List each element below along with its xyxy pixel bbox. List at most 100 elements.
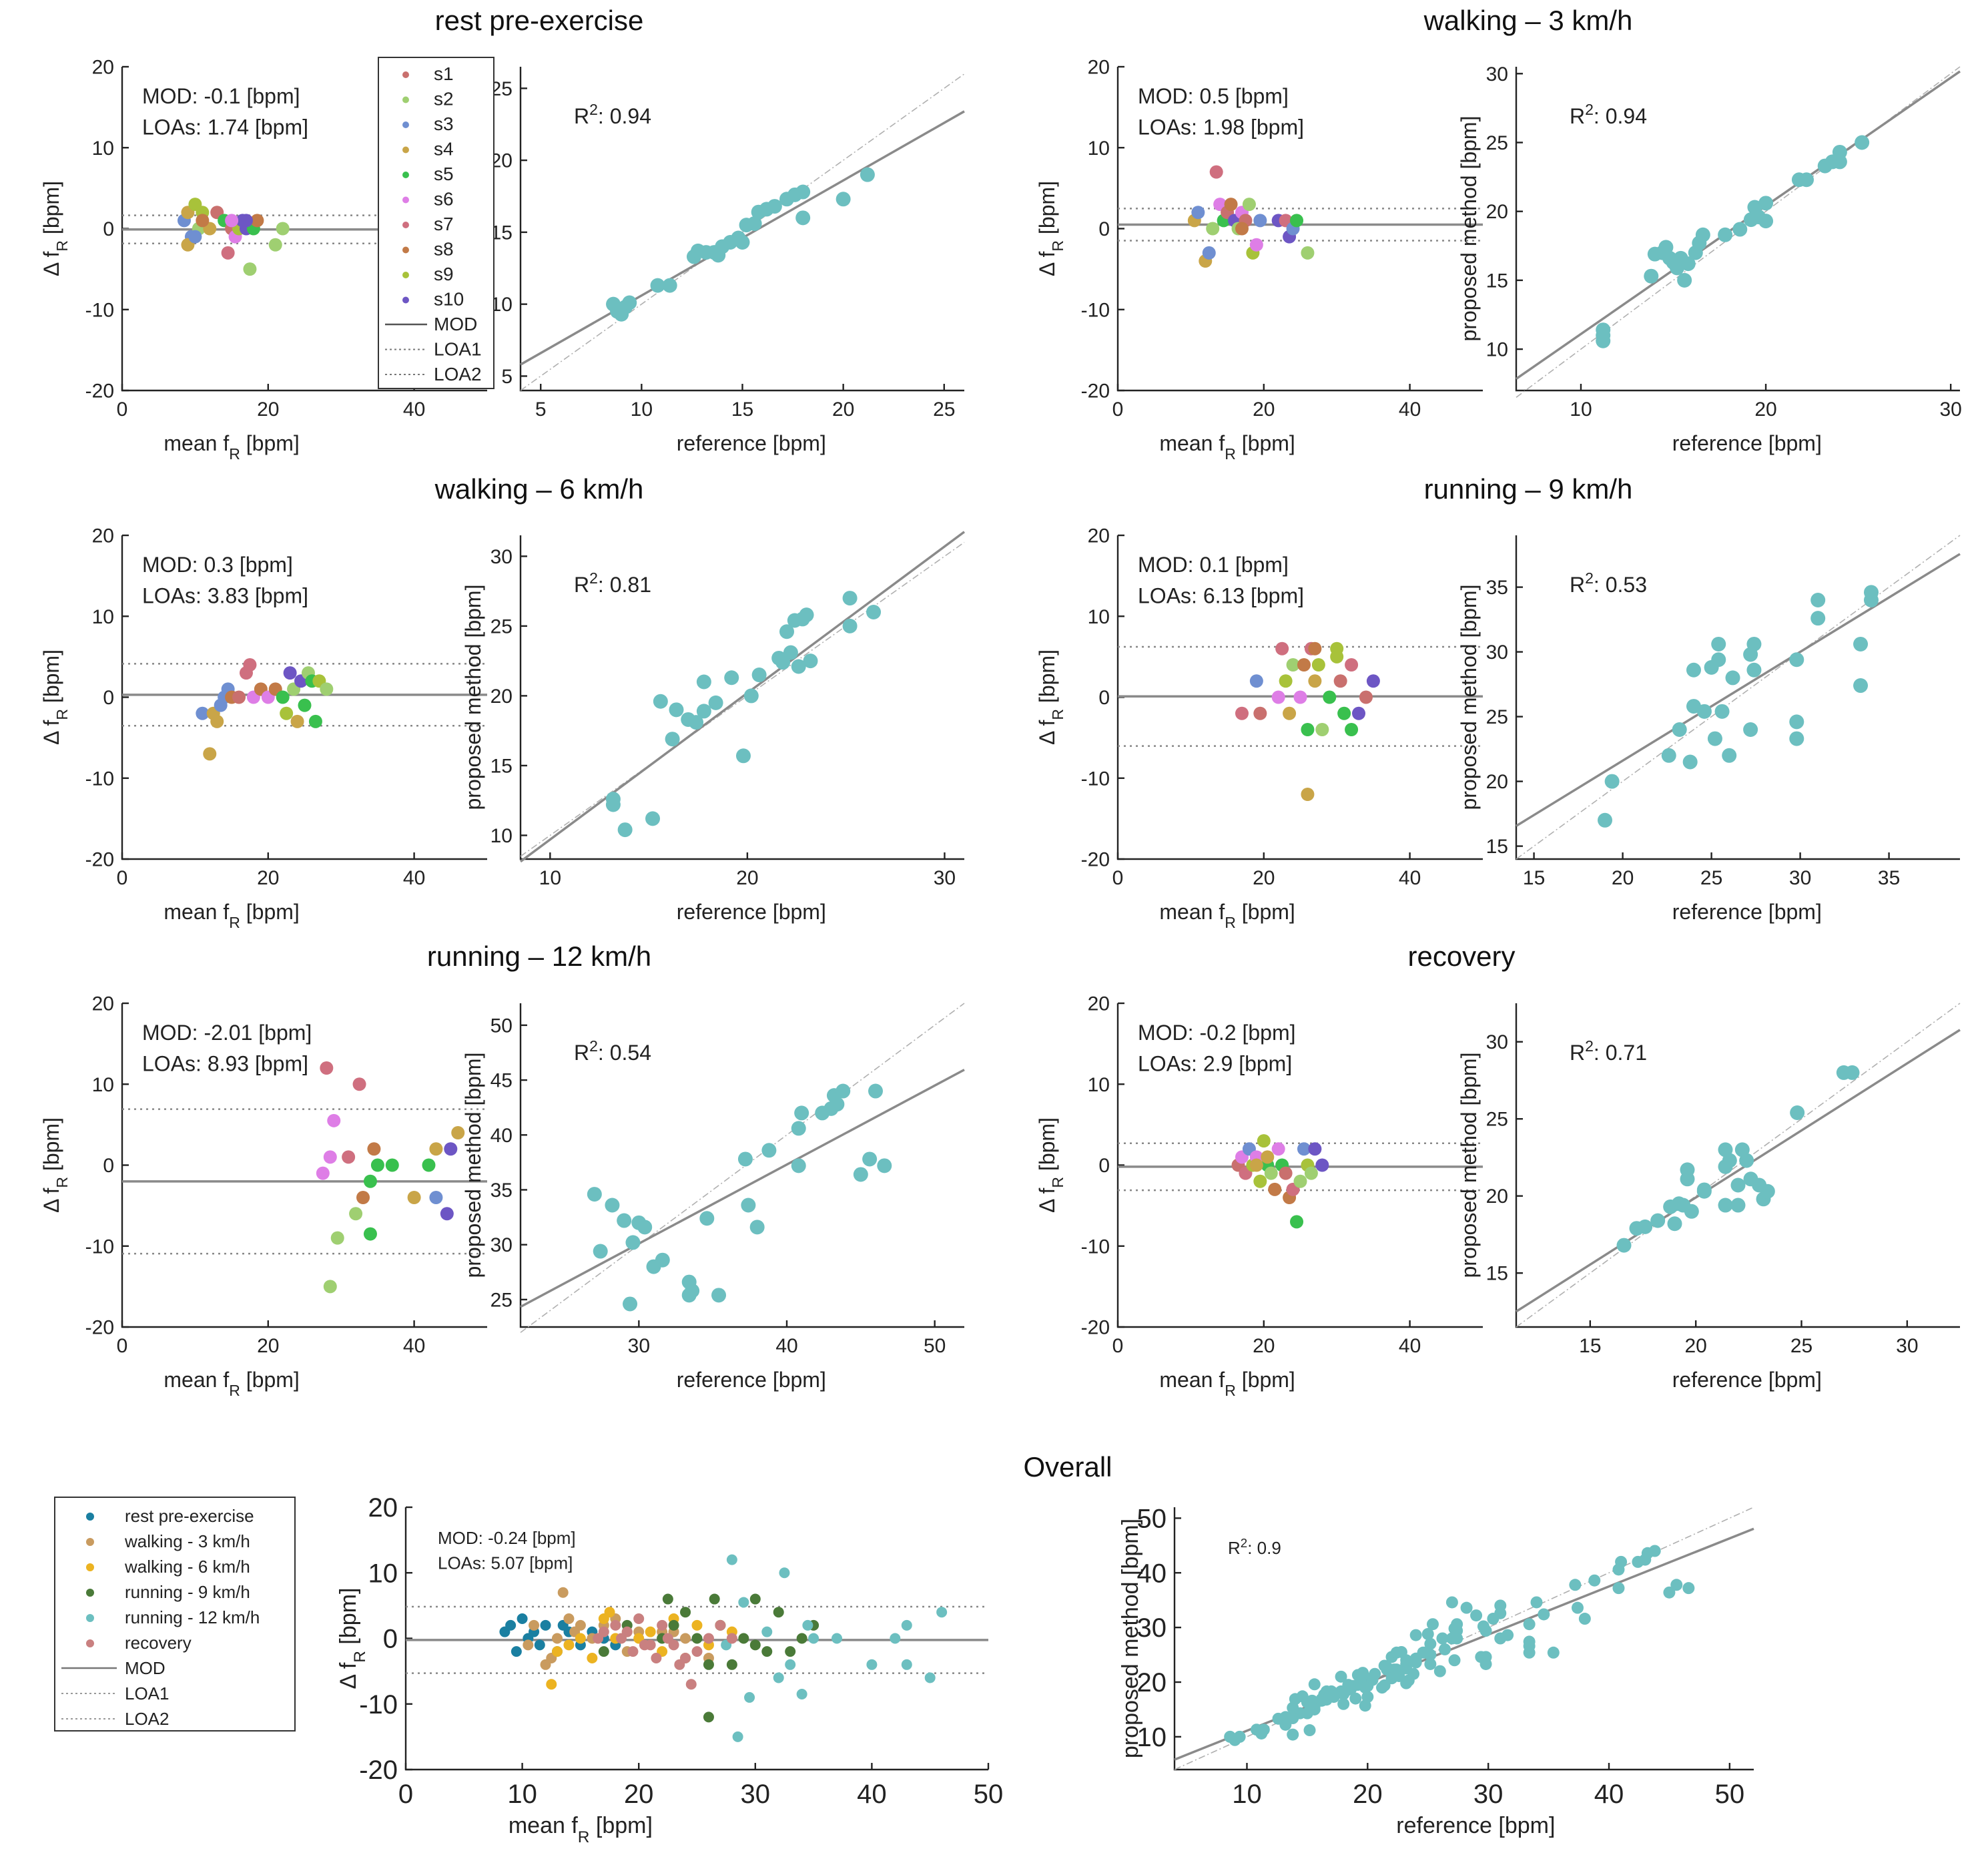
x-axis-label: reference [bpm] — [677, 900, 826, 924]
x-tick-label: 0 — [1112, 867, 1124, 889]
data-point — [842, 618, 858, 633]
data-point — [243, 658, 257, 672]
data-point — [1337, 706, 1351, 720]
data-point — [696, 704, 711, 719]
data-point — [1242, 198, 1256, 212]
legend-label: rest pre-exercise — [125, 1506, 254, 1526]
data-point — [1569, 1579, 1582, 1591]
data-point — [1293, 690, 1307, 704]
overall-title: Overall — [1023, 1451, 1112, 1483]
fit-line — [520, 1069, 965, 1308]
data-point — [1400, 1654, 1413, 1667]
data-point — [1297, 1142, 1311, 1156]
data-point — [653, 694, 668, 709]
y-tick-label: 10 — [368, 1559, 398, 1588]
data-point — [901, 1659, 912, 1670]
x-tick-label: 50 — [924, 1335, 946, 1357]
legend-label: MOD — [125, 1658, 165, 1678]
data-point — [1682, 1582, 1695, 1595]
legend-label: s9 — [434, 264, 454, 284]
data-point — [1424, 1637, 1437, 1650]
data-point — [323, 1150, 337, 1164]
data-point — [540, 1619, 551, 1631]
legend-label: s4 — [434, 139, 454, 160]
y-tick-label: 10 — [92, 606, 114, 628]
data-point — [598, 1646, 609, 1657]
data-point — [785, 1646, 796, 1657]
fit-line — [1516, 553, 1961, 827]
legend-marker — [86, 1614, 94, 1622]
data-point — [625, 1235, 641, 1250]
data-point — [791, 1121, 806, 1136]
x-tick-label: 20 — [257, 399, 279, 421]
mod-annotation: MOD: -0.2 [bpm] — [1138, 1021, 1296, 1045]
panel-7-regression: 15 20 25 30 35 15 20 25 30 35 R2: 0.53 reference [b… — [1457, 535, 1961, 924]
data-point — [604, 1607, 615, 1618]
data-point — [1530, 1596, 1543, 1609]
data-point — [726, 1659, 737, 1670]
x-axis-label: mean fR [bpm] — [1159, 900, 1295, 931]
data-point — [627, 1646, 639, 1657]
data-point — [1206, 222, 1220, 236]
data-point — [575, 1619, 586, 1631]
data-point — [877, 1158, 892, 1173]
data-point — [708, 695, 723, 710]
data-point — [1419, 1646, 1432, 1659]
data-point — [1279, 1718, 1292, 1731]
mod-annotation: MOD: -0.1 [bpm] — [142, 84, 300, 108]
data-point — [1663, 1586, 1676, 1599]
data-point — [1202, 246, 1216, 260]
y-tick-label: 0 — [103, 218, 114, 240]
data-point — [802, 1619, 813, 1631]
data-point — [1349, 1692, 1362, 1705]
data-point — [868, 1083, 883, 1099]
y-tick-label: 30 — [1137, 1613, 1167, 1643]
y-tick-label: 0 — [1098, 218, 1110, 240]
legend-label: LOA1 — [434, 339, 482, 360]
y-tick-label: 35 — [490, 1179, 513, 1202]
x-tick-label: 20 — [736, 867, 758, 889]
x-axis-label: reference [bpm] — [1672, 431, 1822, 455]
loa-annotation: LOAs: 2.9 [bpm] — [1138, 1051, 1292, 1075]
y-tick-label: -20 — [1081, 380, 1110, 403]
legend-label: walking - 6 km/h — [124, 1557, 250, 1577]
x-tick-label: 20 — [624, 1780, 654, 1809]
x-tick-label: 40 — [403, 1335, 425, 1357]
x-tick-label: 0 — [117, 867, 128, 889]
legend-label: running - 12 km/h — [125, 1607, 260, 1627]
fit-line — [1174, 1527, 1754, 1761]
data-point — [546, 1679, 557, 1690]
data-point — [924, 1672, 936, 1683]
data-point — [1722, 1153, 1737, 1168]
x-tick-label: 15 — [1523, 867, 1545, 889]
data-point — [1257, 1134, 1271, 1148]
y-tick-label: -10 — [1081, 299, 1110, 321]
data-point — [1616, 1238, 1632, 1253]
data-point — [761, 1646, 773, 1657]
data-point — [1308, 1142, 1322, 1156]
condition-legend: rest pre-exercise walking - 3 km/h walking… — [54, 1497, 296, 1732]
y-tick-label: 0 — [383, 1625, 398, 1654]
data-point — [1308, 1678, 1321, 1691]
data-point — [598, 1626, 609, 1637]
data-point — [901, 1619, 912, 1631]
data-point — [1233, 1730, 1246, 1743]
data-point — [1323, 690, 1337, 704]
y-tick-label: -20 — [1081, 849, 1110, 871]
r2-annotation: R2: 0.71 — [1570, 1037, 1647, 1065]
data-point — [1648, 1545, 1661, 1557]
data-point — [367, 1142, 381, 1156]
data-point — [1335, 1670, 1347, 1683]
data-point — [1725, 670, 1740, 686]
data-point — [1730, 1198, 1746, 1213]
data-point — [1381, 1663, 1393, 1676]
data-point — [680, 1652, 691, 1663]
y-tick-label: -10 — [1081, 1236, 1110, 1258]
data-point — [1760, 1183, 1775, 1199]
y-tick-label: 25 — [1486, 1109, 1508, 1131]
legend-marker — [86, 1589, 94, 1597]
data-point — [751, 668, 767, 683]
data-point — [451, 1126, 465, 1139]
y-tick-label: 0 — [1098, 687, 1110, 709]
data-point — [669, 702, 684, 718]
